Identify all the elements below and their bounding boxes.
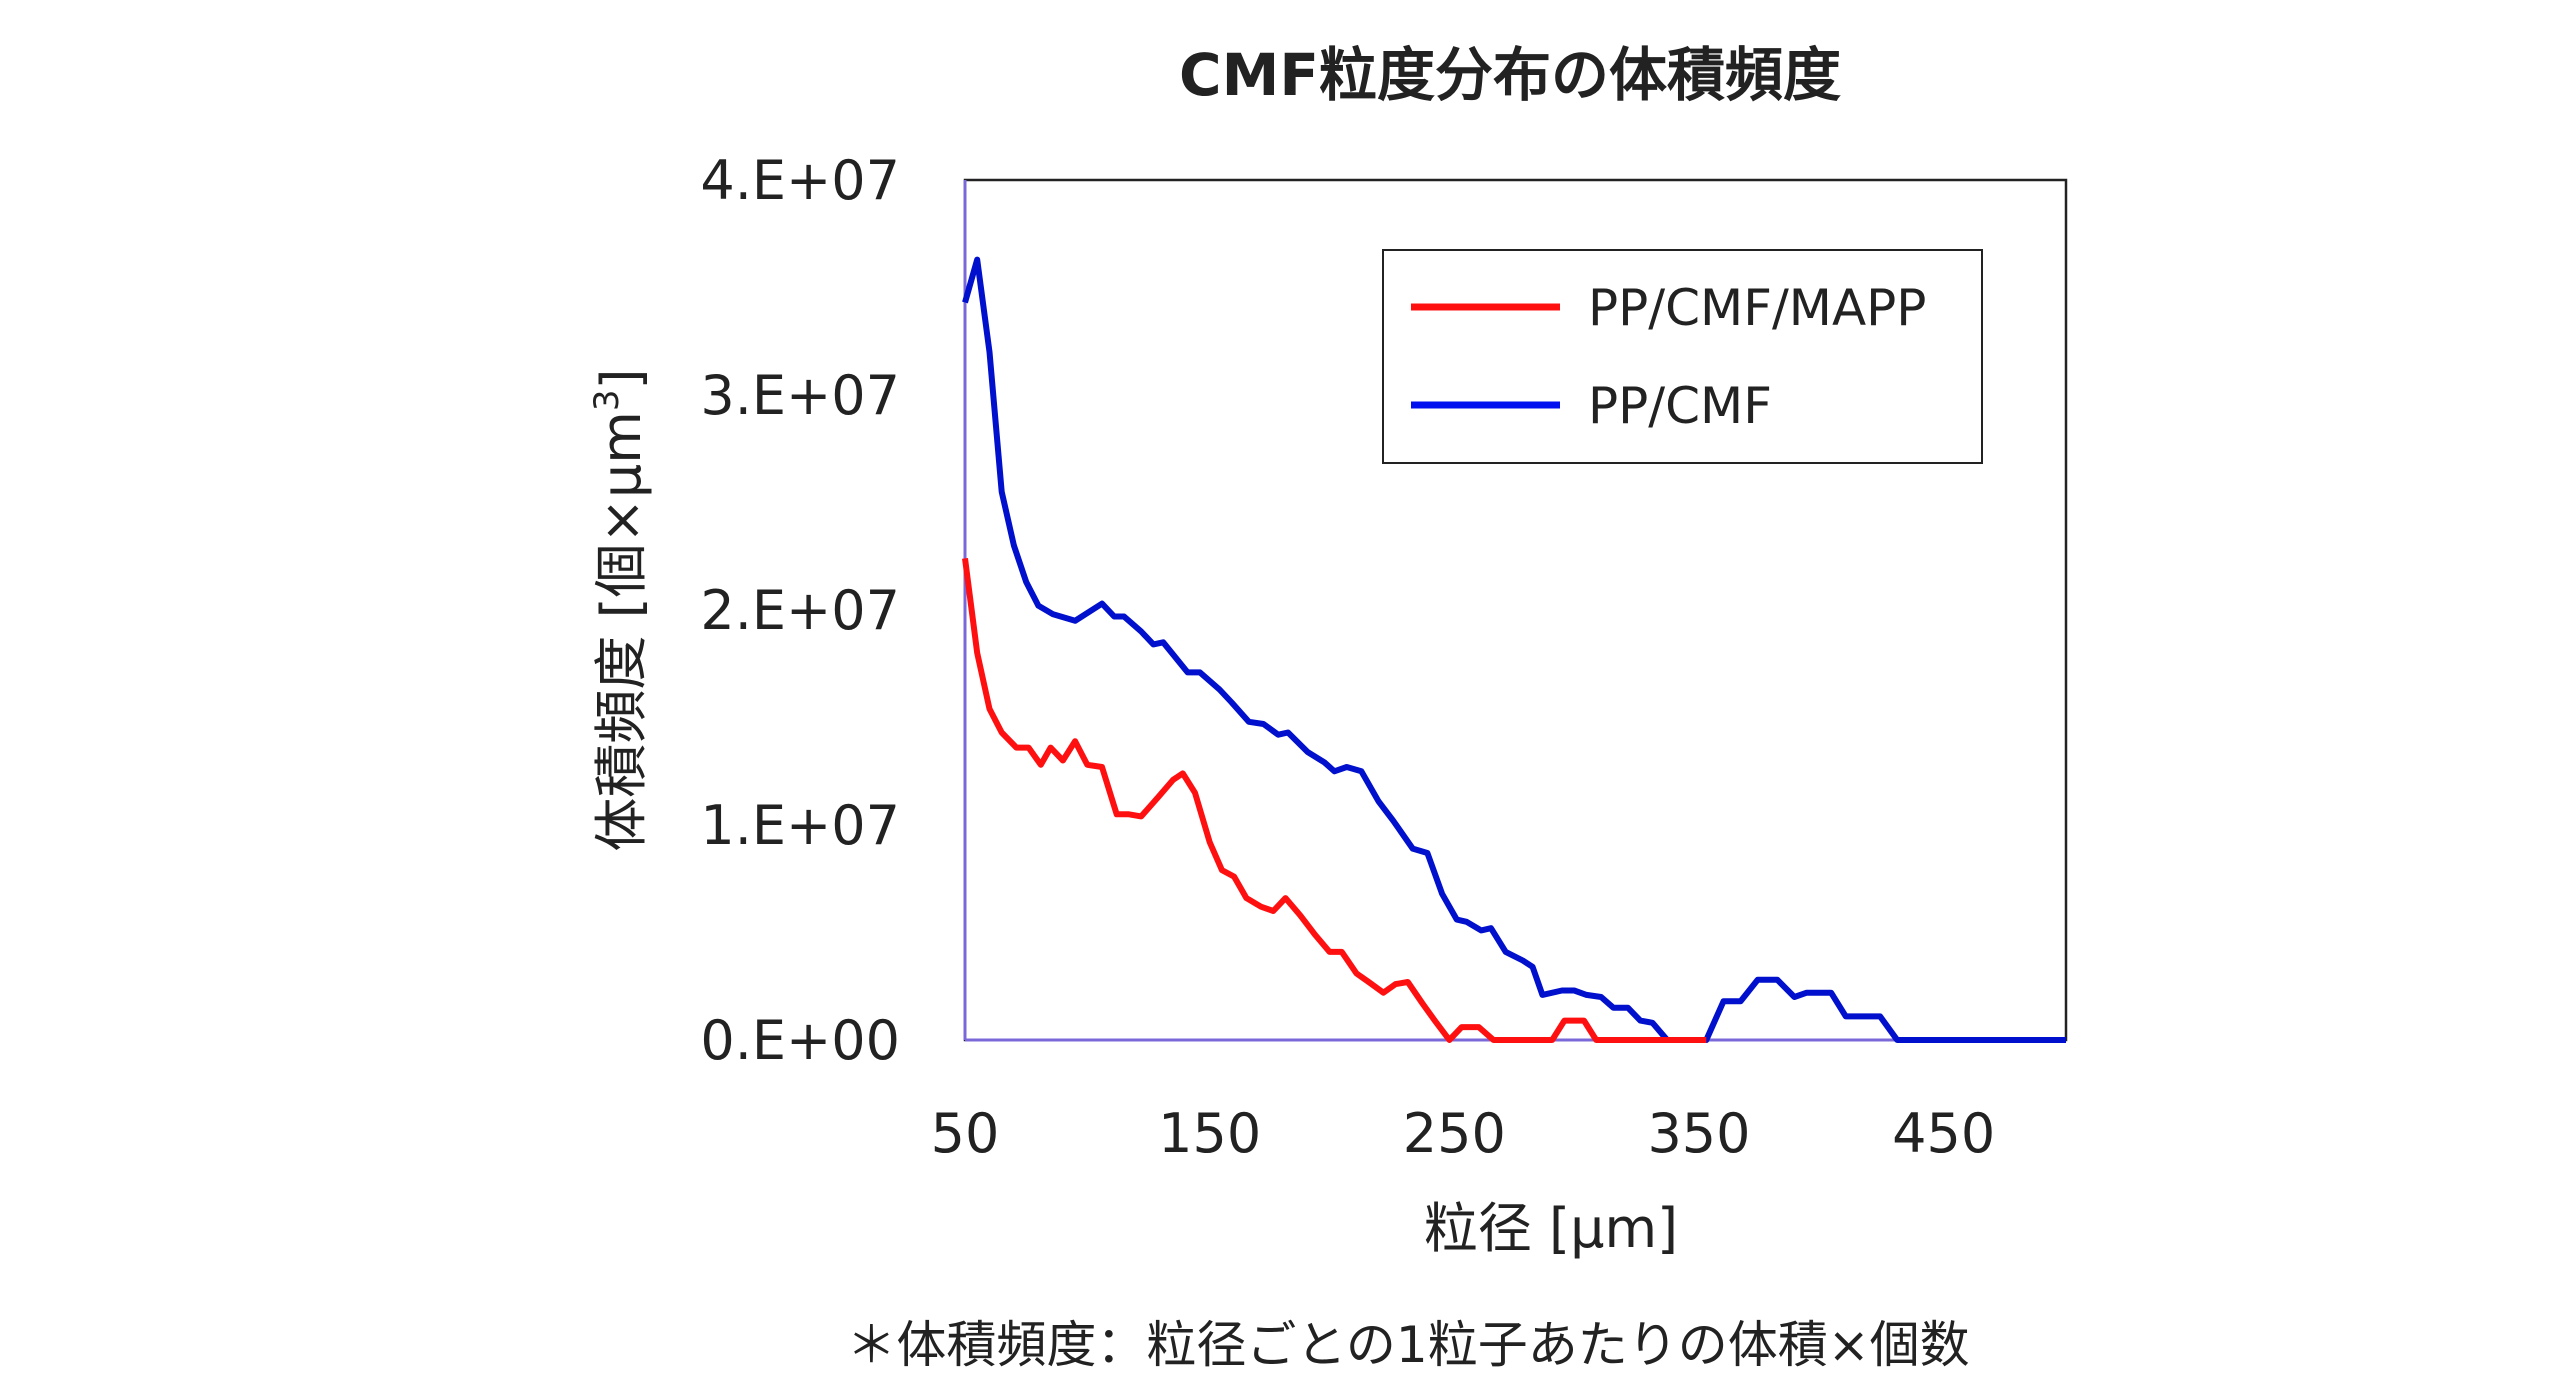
x-tick-label: 50: [931, 1102, 1000, 1165]
legend-label-pp-cmf-mapp: PP/CMF/MAPP: [1588, 279, 1926, 337]
series-line-pp-cmf: [962, 256, 2066, 1043]
x-tick-label: 250: [1403, 1102, 1506, 1165]
y-tick-label: 3.E+07: [700, 364, 900, 427]
y-axis-label-superscript: 3: [587, 390, 627, 412]
y-tick-label: 2.E+07: [700, 579, 900, 642]
footnote: ＊体積頻度：粒径ごとの1粒子あたりの体積×個数: [846, 1316, 1969, 1374]
y-axis-label: 体積頻度 [個×μm3]: [587, 368, 653, 851]
y-tick-label: 0.E+00: [700, 1009, 900, 1072]
y-axis-label-end: ]: [590, 368, 653, 389]
x-axis-label: 粒径 [μm]: [1424, 1197, 1678, 1260]
y-tick-labels: 0.E+00 1.E+07 2.E+07 3.E+07 4.E+07: [700, 149, 900, 1072]
legend-box: [1382, 249, 1983, 464]
chart-title: CMF粒度分布の体積頻度: [1179, 41, 1841, 109]
x-tick-labels: 50 150 250 350 450: [931, 1102, 1996, 1165]
x-tick-label: 450: [1892, 1102, 1995, 1165]
series-line-pp-cmf-mapp: [962, 558, 1707, 1043]
series-lines: [962, 256, 2066, 1043]
y-axis-label-main: 体積頻度 [個×μm: [590, 411, 653, 851]
legend-label-pp-cmf: PP/CMF: [1588, 377, 1772, 435]
legend: PP/CMF/MAPP PP/CMF: [1382, 249, 1983, 464]
x-tick-label: 350: [1647, 1102, 1750, 1165]
y-tick-label: 1.E+07: [700, 794, 900, 857]
x-tick-label: 150: [1158, 1102, 1261, 1165]
y-tick-label: 4.E+07: [700, 149, 900, 212]
